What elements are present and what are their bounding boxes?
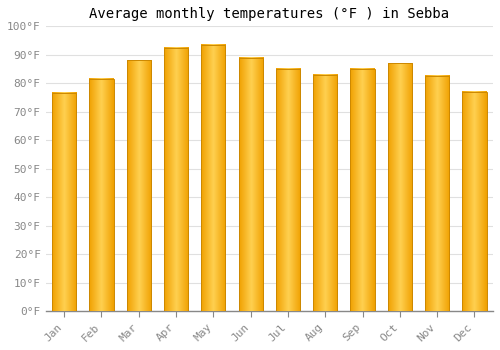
- Bar: [90, 79, 114, 311]
- Bar: [52, 93, 76, 311]
- Bar: [238, 58, 263, 311]
- Bar: [388, 63, 412, 311]
- Bar: [201, 45, 226, 311]
- Bar: [276, 69, 300, 311]
- Bar: [313, 75, 338, 311]
- Bar: [350, 69, 374, 311]
- Bar: [126, 61, 151, 311]
- Title: Average monthly temperatures (°F ) in Sebba: Average monthly temperatures (°F ) in Se…: [89, 7, 450, 21]
- Bar: [425, 76, 449, 311]
- Bar: [164, 48, 188, 311]
- Bar: [462, 92, 486, 311]
